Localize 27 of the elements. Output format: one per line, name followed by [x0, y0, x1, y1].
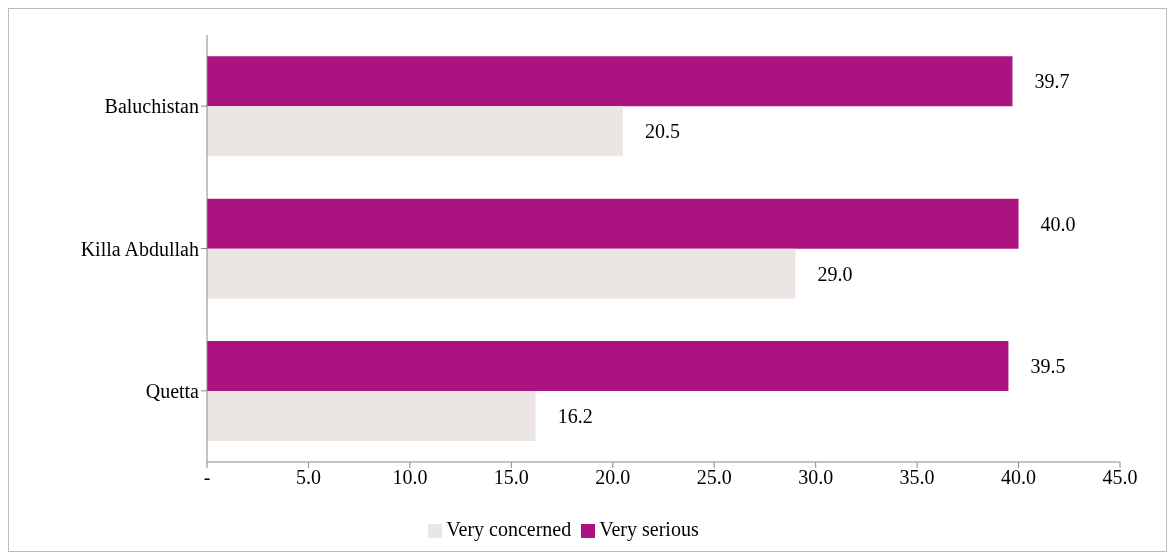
x-tick-label: 35.0: [899, 466, 935, 489]
data-label: 39.7: [1034, 70, 1070, 93]
bar: [207, 248, 796, 299]
bar: [207, 56, 1013, 107]
y-tick-label: Killa Abdullah: [80, 237, 199, 260]
data-label: 39.5: [1030, 355, 1066, 378]
legend-label: Very concerned: [446, 518, 572, 540]
data-label: 20.5: [644, 120, 680, 143]
x-tick-label: 10.0: [392, 466, 428, 489]
bar: [207, 106, 623, 157]
data-label: 16.2: [557, 405, 593, 428]
bar: [207, 391, 536, 442]
x-tick-label: 45.0: [1102, 466, 1138, 489]
y-tick-label: Quetta: [145, 379, 200, 402]
x-tick-label: 15.0: [493, 466, 529, 489]
y-tick-label: Baluchistan: [104, 95, 199, 118]
x-tick-label: 40.0: [1001, 466, 1037, 489]
x-tick-label: 5.0: [295, 466, 321, 489]
bar: [207, 198, 1019, 249]
x-tick-label: 20.0: [595, 466, 631, 489]
data-label: 40.0: [1040, 212, 1076, 235]
data-label: 29.0: [817, 262, 853, 285]
legend-label: Very serious: [599, 518, 699, 540]
x-tick-label: 30.0: [798, 466, 834, 489]
x-tick-label: 25.0: [696, 466, 732, 489]
bar: [207, 341, 1009, 392]
x-tick-label: -: [203, 466, 211, 489]
